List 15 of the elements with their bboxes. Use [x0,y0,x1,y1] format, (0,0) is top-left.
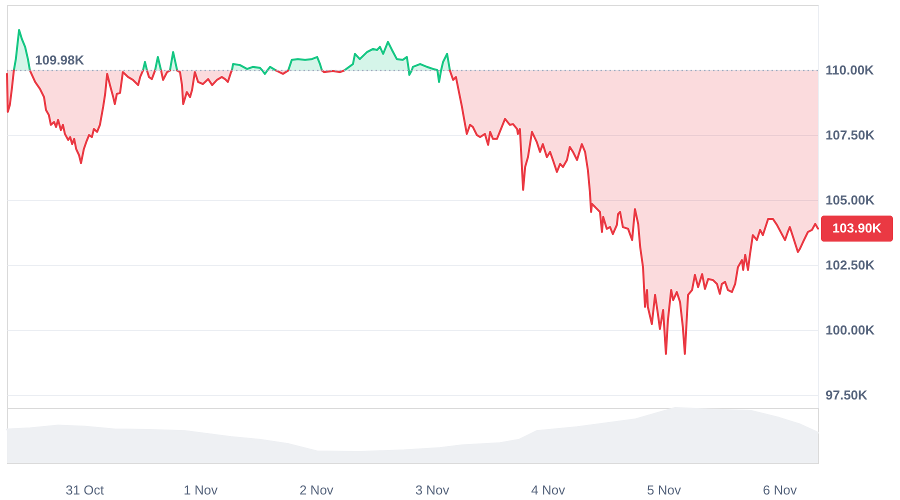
x-tick-label: 3 Nov [415,482,450,498]
annotation: 103.90K [832,220,882,236]
y-tick-label: 105.00K [826,192,876,208]
y-tick-label: 110.00K [826,62,875,78]
x-tick-label: 4 Nov [531,482,566,498]
y-tick-label: 97.50K [826,388,868,402]
x-tick-label: 5 Nov [647,482,682,498]
x-tick-label: 6 Nov [762,482,798,498]
y-tick-label: 102.50K [826,258,876,272]
x-tick-label: 1 Nov [184,482,218,498]
x-tick-label: 2 Nov [299,482,334,498]
y-tick-label: 100.00K [826,322,876,338]
x-tick-label: 31 Oct [66,482,104,498]
ref-line-label: 109.98K [35,52,85,68]
y-tick-label: 107.50K [826,128,876,142]
